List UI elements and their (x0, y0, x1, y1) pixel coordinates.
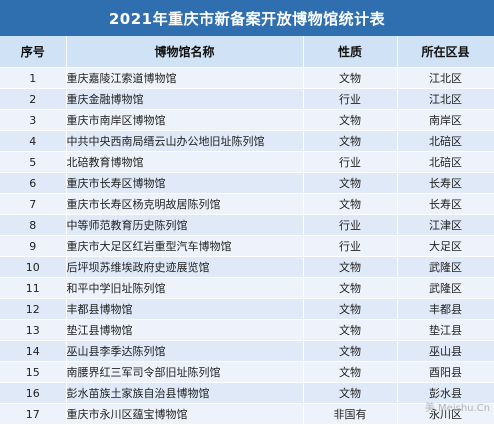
table-row: 12 丰都县博物馆 文物 丰都县 (0, 298, 494, 320)
table-row: 8 中等师范教育历史陈列馆 行业 江津区 (0, 214, 494, 236)
district-cell: 江北区 (397, 67, 494, 89)
table-header: 序号 博物馆名称 性质 所在区县 (0, 36, 494, 68)
table-row: 13 垫江县博物馆 文物 垫江县 (0, 319, 494, 341)
row-number-cell: 7 (0, 193, 67, 215)
table-row: 10 后坪坝苏维埃政府史迹展览馆 文物 武隆区 (0, 256, 494, 278)
museum-name-cell: 和平中学旧址陈列馆 (66, 277, 304, 299)
district-cell: 江北区 (397, 88, 494, 110)
nature-cell: 行业 (303, 151, 398, 173)
district-cell: 长寿区 (397, 172, 494, 194)
museum-name-cell: 重庆金融博物馆 (66, 88, 304, 110)
museum-name-cell: 中等师范教育历史陈列馆 (66, 214, 304, 236)
table-row: 2 重庆金融博物馆 行业 江北区 (0, 88, 494, 110)
table-body: 1 重庆嘉陵江索道博物馆 文物 江北区 2 重庆金融博物馆 行业 江北区 3 重庆市南岸区博物馆文… (0, 67, 494, 425)
row-number-cell: 10 (0, 256, 67, 278)
nature-cell: 文物 (303, 340, 398, 362)
nature-cell: 文物 (303, 298, 398, 320)
district-cell: 北碚区 (397, 130, 494, 152)
museum-name-cell: 重庆市长寿区杨克明故居陈列馆 (66, 193, 304, 215)
nature-cell: 文物 (303, 67, 398, 89)
museum-name-cell: 重庆市永川区蕴宝博物馆 (66, 403, 304, 425)
museum-name-cell: 重庆嘉陵江索道博物馆 (66, 67, 304, 89)
district-cell: 酉阳县 (397, 361, 494, 383)
row-number-cell: 1 (0, 67, 67, 89)
district-cell: 江津区 (397, 214, 494, 236)
header-number: 序号 (0, 36, 67, 68)
museum-name-cell: 彭水苗族土家族自治县博物馆 (66, 382, 304, 404)
nature-cell: 文物 (303, 256, 398, 278)
nature-cell: 非国有 (303, 403, 398, 425)
district-cell: 武隆区 (397, 277, 494, 299)
nature-cell: 行业 (303, 88, 398, 110)
table-row: 14 巫山县李季达陈列馆 文物 巫山县 (0, 340, 494, 362)
museum-name-cell: 中共中央西南局缙云山办公地旧址陈列馆 (66, 130, 304, 152)
museum-name-cell: 南腰界红三军司令部旧址陈列馆 (66, 361, 304, 383)
museum-name-cell: 重庆市南岸区博物馆 (66, 109, 304, 131)
district-cell: 武隆区 (397, 256, 494, 278)
table-row: 5 北碚教育博物馆 行业 北碚区 (0, 151, 494, 173)
row-number-cell: 3 (0, 109, 67, 131)
museum-name-cell: 巫山县李季达陈列馆 (66, 340, 304, 362)
museum-name-cell: 北碚教育博物馆 (66, 151, 304, 173)
header-museum-name: 博物馆名称 (66, 36, 304, 68)
row-number-cell: 8 (0, 214, 67, 236)
district-cell: 丰都县 (397, 298, 494, 320)
table-row: 1 重庆嘉陵江索道博物馆 文物 江北区 (0, 67, 494, 89)
museum-name-cell: 重庆市长寿区博物馆 (66, 172, 304, 194)
row-number-cell: 4 (0, 130, 67, 152)
row-number-cell: 16 (0, 382, 67, 404)
district-cell: 巫山县 (397, 340, 494, 362)
district-cell: 南岸区 (397, 109, 494, 131)
row-number-cell: 14 (0, 340, 67, 362)
row-number-cell: 5 (0, 151, 67, 173)
table-row: 16 彭水苗族土家族自治县博物馆 文物 彭水县 (0, 382, 494, 404)
nature-cell: 文物 (303, 172, 398, 194)
nature-cell: 文物 (303, 319, 398, 341)
table-row: 6 重庆市长寿区博物馆 文物 长寿区 (0, 172, 494, 194)
table-row: 3 重庆市南岸区博物馆 文物 南岸区 (0, 109, 494, 131)
district-cell: 永川区 (397, 403, 494, 425)
museum-table: 序号 博物馆名称 性质 所在区县 1 重庆嘉陵江索道博物馆 文物 江北区 2 重庆金融博物… (0, 36, 494, 425)
table-title: 2021年重庆市新备案开放博物馆统计表 (0, 0, 494, 36)
header-nature: 性质 (303, 36, 398, 68)
nature-cell: 行业 (303, 214, 398, 236)
nature-cell: 文物 (303, 361, 398, 383)
row-number-cell: 9 (0, 235, 67, 257)
district-cell: 垫江县 (397, 319, 494, 341)
table-row: 11 和平中学旧址陈列馆 文物 武隆区 (0, 277, 494, 299)
nature-cell: 文物 (303, 109, 398, 131)
table-row: 15 南腰界红三军司令部旧址陈列馆 文物 酉阳县 (0, 361, 494, 383)
row-number-cell: 6 (0, 172, 67, 194)
table-row: 9 重庆市大足区红岩重型汽车博物馆 行业 大足区 (0, 235, 494, 257)
museum-name-cell: 重庆市大足区红岩重型汽车博物馆 (66, 235, 304, 257)
table-row: 7 重庆市长寿区杨克明故居陈列馆 文物 长寿区 (0, 193, 494, 215)
row-number-cell: 2 (0, 88, 67, 110)
row-number-cell: 17 (0, 403, 67, 425)
row-number-cell: 15 (0, 361, 67, 383)
nature-cell: 文物 (303, 130, 398, 152)
district-cell: 北碚区 (397, 151, 494, 173)
table-row: 17 重庆市永川区蕴宝博物馆 非国有 永川区 (0, 403, 494, 425)
nature-cell: 行业 (303, 235, 398, 257)
museum-name-cell: 丰都县博物馆 (66, 298, 304, 320)
nature-cell: 文物 (303, 193, 398, 215)
nature-cell: 文物 (303, 277, 398, 299)
nature-cell: 文物 (303, 382, 398, 404)
district-cell: 彭水县 (397, 382, 494, 404)
district-cell: 大足区 (397, 235, 494, 257)
row-number-cell: 13 (0, 319, 67, 341)
district-cell: 长寿区 (397, 193, 494, 215)
header-district: 所在区县 (397, 36, 494, 68)
museum-name-cell: 后坪坝苏维埃政府史迹展览馆 (66, 256, 304, 278)
table-row: 4 中共中央西南局缙云山办公地旧址陈列馆 文物 北碚区 (0, 130, 494, 152)
row-number-cell: 12 (0, 298, 67, 320)
museum-name-cell: 垫江县博物馆 (66, 319, 304, 341)
row-number-cell: 11 (0, 277, 67, 299)
